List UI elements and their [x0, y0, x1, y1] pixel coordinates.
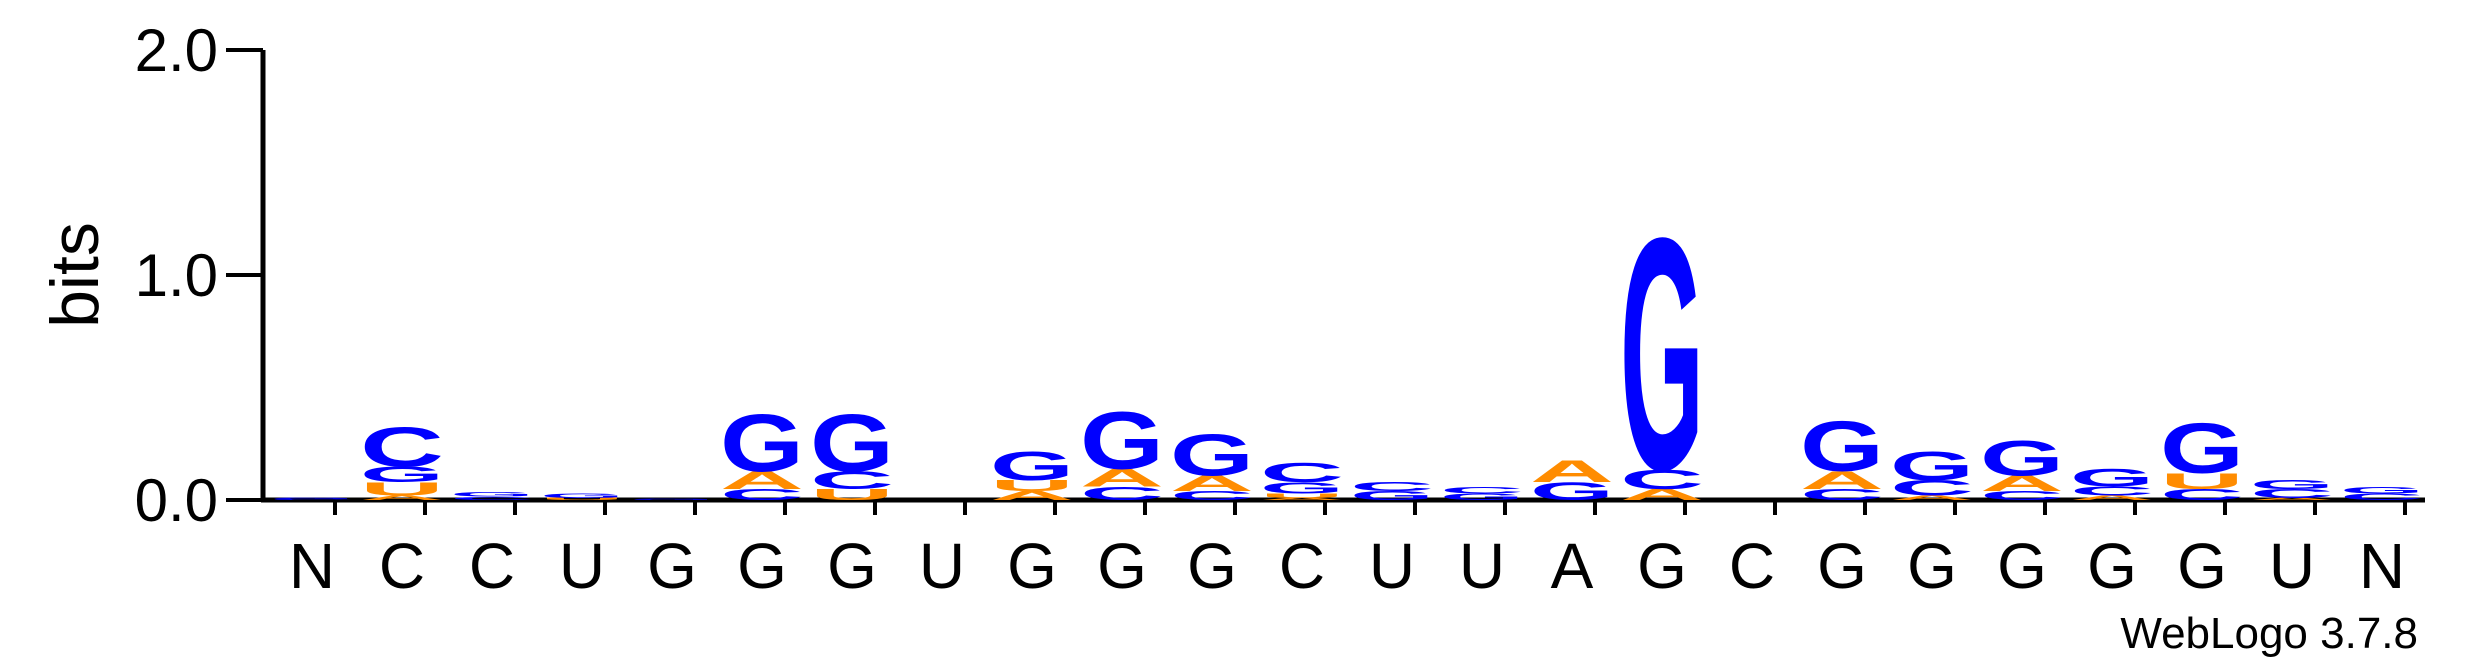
- position-label: G: [1097, 530, 1147, 602]
- position-label: G: [2177, 530, 2227, 602]
- position-label: G: [1817, 530, 1867, 602]
- logo-glyph-C: C: [1890, 476, 1974, 501]
- logo-glyph-C: C: [720, 486, 804, 504]
- logo-glyph-C: C: [2070, 484, 2154, 498]
- logo-glyph-C: C: [810, 466, 894, 494]
- position-label: U: [559, 530, 605, 602]
- logo-glyph-A: A: [2070, 494, 2154, 501]
- logo-glyph-G: G: [1620, 170, 1704, 540]
- logo-glyph-A: A: [1980, 471, 2064, 496]
- logo-glyph-U: U: [1260, 492, 1344, 499]
- logo-glyph-C: C: [1260, 456, 1344, 488]
- position-label: G: [1907, 530, 1957, 602]
- logo-glyph-G: G: [2070, 464, 2154, 492]
- position-label: C: [469, 530, 515, 602]
- logo-glyph-G: G: [1350, 489, 1434, 503]
- logo-glyph-G: G: [810, 398, 894, 488]
- logo-glyph-A: A: [1620, 486, 1704, 504]
- logo-glyph-G: G: [630, 499, 714, 501]
- position-label: G: [737, 530, 787, 602]
- position-label: G: [1637, 530, 1687, 602]
- position-label: G: [2087, 530, 2137, 602]
- y-ticks: 0.0 1.0 2.0: [135, 17, 263, 534]
- position-label: N: [2359, 530, 2405, 602]
- logo-glyph-G: G: [1800, 406, 1884, 486]
- logo-glyph-A: A: [990, 489, 1074, 503]
- logo-glyph-C: C: [1350, 480, 1434, 494]
- y-tick-label: 0.0: [135, 467, 218, 534]
- position-label: U: [1459, 530, 1505, 602]
- position-label: C: [1279, 530, 1325, 602]
- logo-glyph-C: C: [1440, 485, 1524, 495]
- position-label: A: [1551, 530, 1594, 602]
- logo-glyph-A: A: [1890, 494, 1974, 501]
- logo-glyph-G: G: [1980, 430, 2064, 486]
- logo-glyph-C: C: [360, 416, 444, 479]
- logo-glyph-A: A: [1080, 464, 1164, 492]
- position-label: C: [1729, 530, 1775, 602]
- y-axis-label: bits: [37, 222, 113, 328]
- position-label: C: [379, 530, 425, 602]
- position-label: G: [827, 530, 877, 602]
- logo-glyph-A: A: [1800, 466, 1884, 494]
- logo-glyph-G: G: [360, 462, 444, 487]
- logo-glyph-G: G: [1530, 477, 1614, 505]
- logo-glyph-C: C: [2340, 492, 2424, 502]
- position-label: U: [1369, 530, 1415, 602]
- logo-glyph-A: A: [360, 494, 444, 501]
- logo-glyph-G: G: [270, 497, 354, 499]
- logo-glyph-G: G: [1440, 492, 1524, 502]
- position-label: U: [2269, 530, 2315, 602]
- logo-glyph-G: G: [2340, 485, 2424, 495]
- logo-glyph-G: G: [1260, 479, 1344, 496]
- logo-glyph-A: A: [1170, 471, 1254, 496]
- logo-glyph-G: G: [2250, 478, 2334, 492]
- logo-glyph-G: G: [1170, 422, 1254, 488]
- weblogo-credit: WebLogo 3.7.8: [2120, 609, 2418, 658]
- logo-glyph-A: A: [720, 466, 804, 494]
- logo-glyph-C: C: [450, 496, 534, 501]
- logo-glyph-U: U: [810, 486, 894, 504]
- logo-glyph-G: G: [450, 491, 534, 498]
- logo-glyph-C: C: [1800, 486, 1884, 504]
- y-tick-label: 1.0: [135, 242, 218, 309]
- axes: [260, 50, 2425, 503]
- logo-glyph-G: G: [720, 398, 804, 488]
- logo-glyph-A: A: [2250, 497, 2334, 500]
- position-label: G: [1997, 530, 2047, 602]
- logo-glyph-U: U: [360, 479, 444, 500]
- y-tick-label: 2.0: [135, 17, 218, 84]
- logo-glyph-C: C: [2250, 486, 2334, 500]
- logo-glyph-C: C: [1980, 489, 2064, 503]
- logo-glyph-U: U: [540, 497, 624, 500]
- position-label: N: [289, 530, 335, 602]
- logo-glyph-C: C: [1170, 489, 1254, 503]
- logo-glyph-U: U: [990, 477, 1074, 495]
- logo-glyph-C: C: [1620, 463, 1704, 495]
- position-label: U: [919, 530, 965, 602]
- logo-glyph-A: A: [1260, 497, 1344, 500]
- logo-glyph-G: G: [2160, 409, 2244, 489]
- position-label: G: [1187, 530, 1237, 602]
- logo-glyph-G: G: [540, 492, 624, 499]
- logo-glyph-C: C: [270, 499, 354, 501]
- logo-glyph-G: G: [990, 443, 1074, 488]
- position-label: G: [647, 530, 697, 602]
- logo-glyph-U: U: [2160, 469, 2244, 494]
- logo-glyph-G: G: [1080, 396, 1164, 486]
- position-label: G: [1007, 530, 1057, 602]
- logo-glyph-A: A: [1530, 454, 1614, 489]
- logo-glyph-C: C: [1080, 483, 1164, 504]
- logo-glyph-G: G: [1890, 443, 1974, 488]
- logo-glyph-C: C: [2160, 486, 2244, 504]
